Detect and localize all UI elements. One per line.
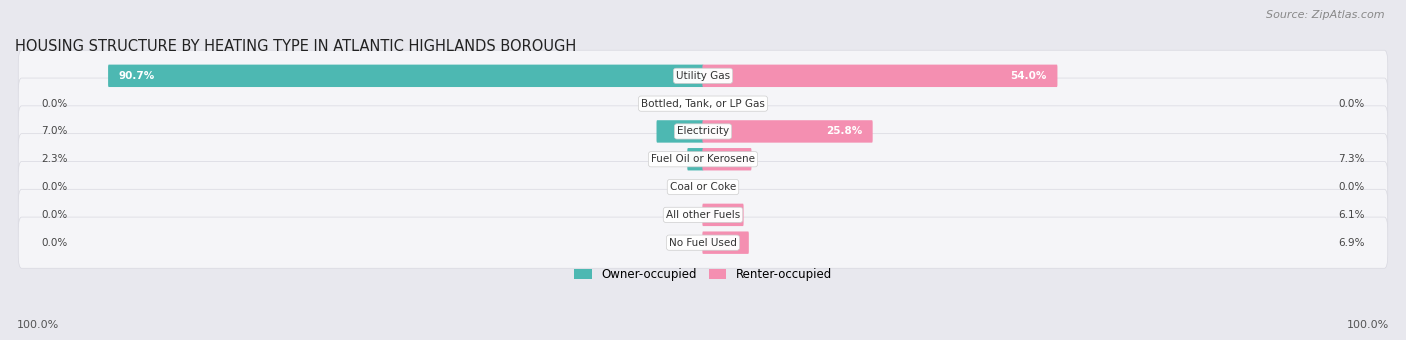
Text: 25.8%: 25.8% — [825, 126, 862, 136]
Text: 100.0%: 100.0% — [1347, 320, 1389, 330]
Text: Electricity: Electricity — [676, 126, 730, 136]
Text: Coal or Coke: Coal or Coke — [669, 182, 737, 192]
FancyBboxPatch shape — [703, 120, 873, 143]
Text: All other Fuels: All other Fuels — [666, 210, 740, 220]
FancyBboxPatch shape — [18, 162, 1388, 212]
FancyBboxPatch shape — [108, 65, 703, 87]
Text: Source: ZipAtlas.com: Source: ZipAtlas.com — [1267, 10, 1385, 20]
FancyBboxPatch shape — [703, 148, 751, 170]
Text: 54.0%: 54.0% — [1011, 71, 1047, 81]
Text: 100.0%: 100.0% — [17, 320, 59, 330]
Text: 0.0%: 0.0% — [41, 182, 67, 192]
Text: 0.0%: 0.0% — [41, 238, 67, 248]
Text: 0.0%: 0.0% — [41, 99, 67, 108]
Text: No Fuel Used: No Fuel Used — [669, 238, 737, 248]
Legend: Owner-occupied, Renter-occupied: Owner-occupied, Renter-occupied — [569, 263, 837, 286]
FancyBboxPatch shape — [703, 204, 744, 226]
Text: 2.3%: 2.3% — [41, 154, 67, 164]
FancyBboxPatch shape — [18, 189, 1388, 240]
Text: 7.3%: 7.3% — [1339, 154, 1365, 164]
FancyBboxPatch shape — [18, 78, 1388, 129]
FancyBboxPatch shape — [18, 217, 1388, 268]
Text: Fuel Oil or Kerosene: Fuel Oil or Kerosene — [651, 154, 755, 164]
Text: HOUSING STRUCTURE BY HEATING TYPE IN ATLANTIC HIGHLANDS BOROUGH: HOUSING STRUCTURE BY HEATING TYPE IN ATL… — [15, 39, 576, 54]
FancyBboxPatch shape — [703, 65, 1057, 87]
Text: 6.1%: 6.1% — [1339, 210, 1365, 220]
Text: 7.0%: 7.0% — [41, 126, 67, 136]
Text: 6.9%: 6.9% — [1339, 238, 1365, 248]
FancyBboxPatch shape — [688, 148, 703, 170]
FancyBboxPatch shape — [18, 50, 1388, 101]
FancyBboxPatch shape — [18, 134, 1388, 185]
Text: 0.0%: 0.0% — [1339, 99, 1365, 108]
Text: 0.0%: 0.0% — [41, 210, 67, 220]
Text: 0.0%: 0.0% — [1339, 182, 1365, 192]
Text: Utility Gas: Utility Gas — [676, 71, 730, 81]
Text: Bottled, Tank, or LP Gas: Bottled, Tank, or LP Gas — [641, 99, 765, 108]
Text: 90.7%: 90.7% — [118, 71, 155, 81]
FancyBboxPatch shape — [18, 106, 1388, 157]
FancyBboxPatch shape — [703, 232, 749, 254]
FancyBboxPatch shape — [657, 120, 703, 143]
